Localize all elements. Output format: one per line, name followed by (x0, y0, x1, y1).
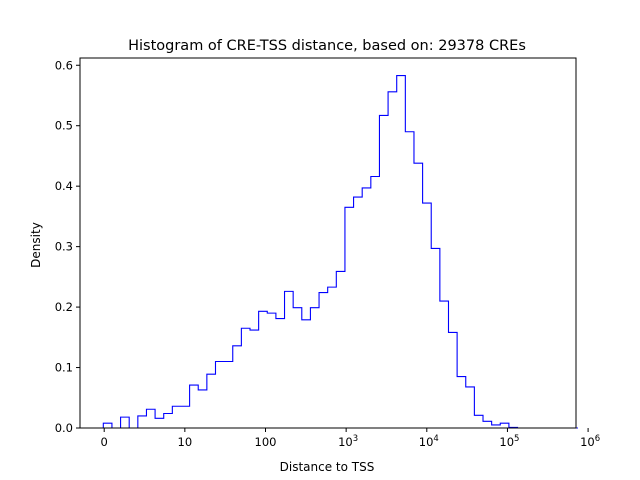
y-tick-label: 0.2 (55, 300, 73, 314)
x-tick-label: 10 (178, 435, 193, 449)
chart-title: Histogram of CRE-TSS distance, based on:… (128, 38, 526, 54)
y-tick-label: 0.6 (55, 58, 73, 72)
plot-area: 0 10 100 103 104 105 106 0.0 0.1 0.2 0.3 0.4 0.5 0.6 (55, 57, 600, 449)
x-tick-label: 100 (255, 435, 277, 449)
y-tick-label: 0.3 (55, 240, 73, 254)
x-tick-label: 106 (580, 434, 600, 449)
y-tick-label: 0.1 (55, 361, 73, 375)
y-tick-label: 0.4 (55, 179, 73, 193)
plot-frame (79, 57, 577, 429)
x-tick-label: 103 (338, 434, 358, 449)
histogram-outline (102, 74, 578, 429)
x-tick-label: 0 (101, 435, 108, 449)
y-tick-label: 0.0 (55, 421, 73, 435)
x-axis-label: Distance to TSS (280, 460, 375, 474)
y-axis-label: Density (29, 222, 43, 268)
x-tick-label: 105 (499, 434, 519, 449)
y-tick-label: 0.5 (55, 119, 73, 133)
x-tick-label: 104 (419, 434, 439, 449)
